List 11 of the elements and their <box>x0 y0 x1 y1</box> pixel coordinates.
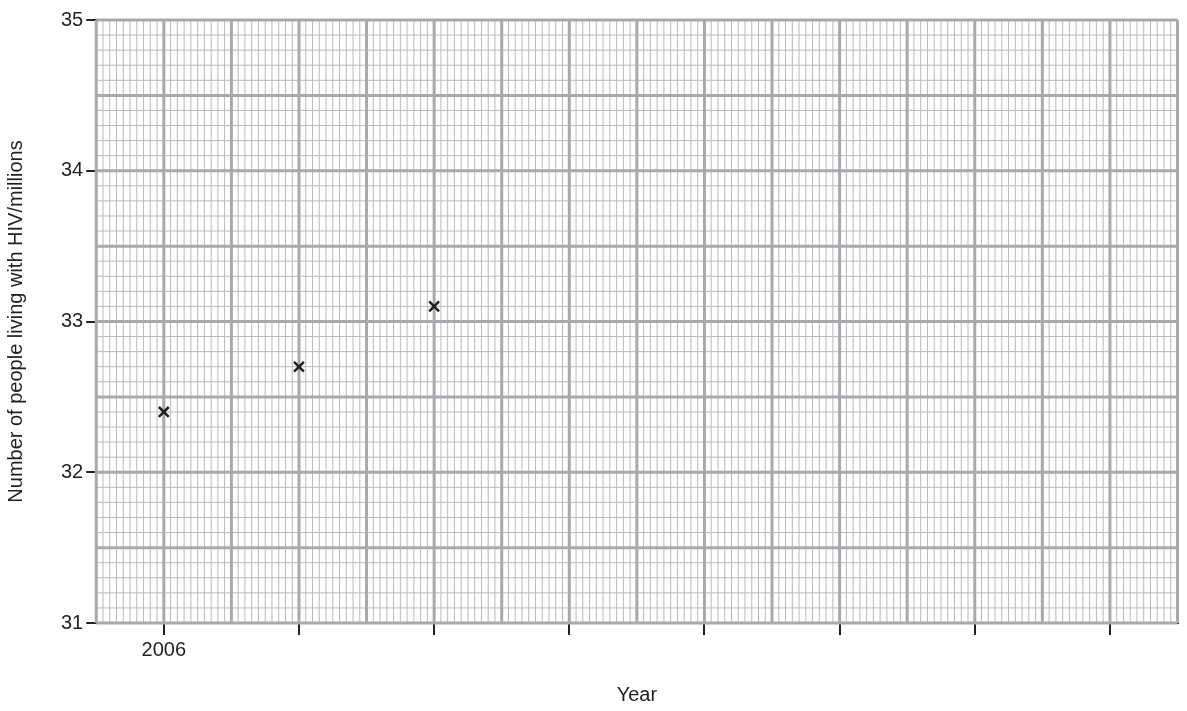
point <box>427 300 441 313</box>
y-tick-label: 33 <box>61 309 84 332</box>
point <box>292 360 306 373</box>
y-tick-label: 34 <box>61 158 84 181</box>
y-axis-title: Number of people living with HIV/millions <box>3 140 26 503</box>
x-axis-title: Year <box>616 682 658 705</box>
y-tick-label: 35 <box>61 7 84 30</box>
x-tick-label: 2006 <box>141 637 187 660</box>
y-tick-label: 32 <box>61 459 84 482</box>
point <box>157 405 171 419</box>
y-tick-label: 31 <box>61 610 84 633</box>
